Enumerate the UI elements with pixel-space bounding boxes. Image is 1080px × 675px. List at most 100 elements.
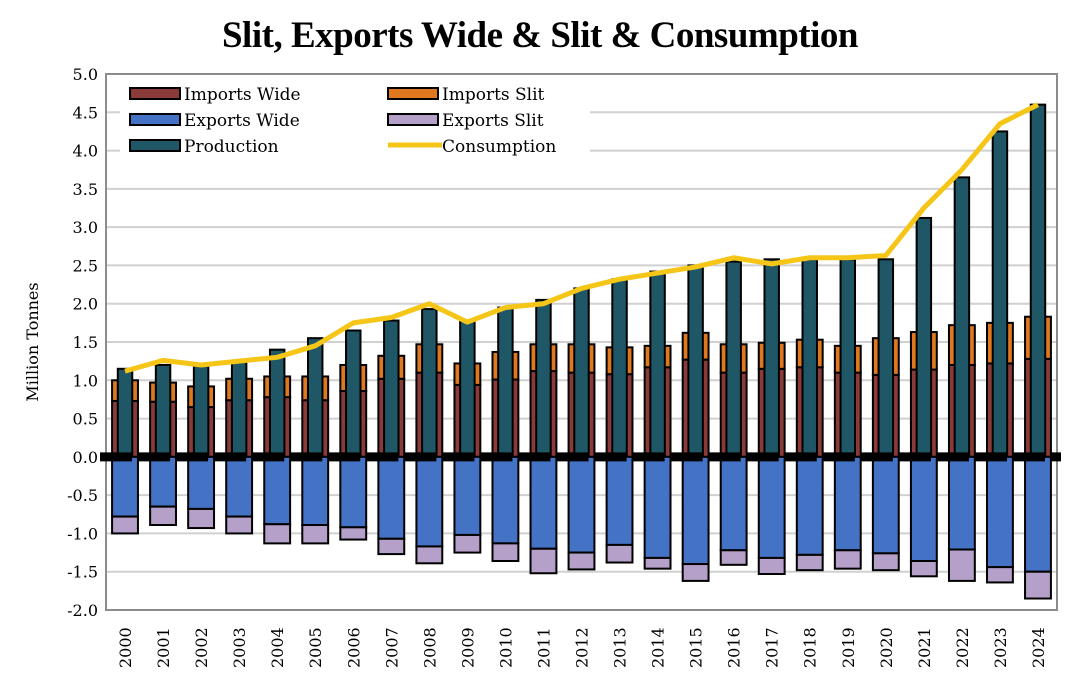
bar-exports-slit — [986, 566, 1014, 584]
bar-exports-slit — [453, 533, 482, 554]
x-tick-label: 2006 — [344, 627, 363, 668]
y-tick-label: 2.0 — [73, 295, 98, 314]
bar-exports-slit — [833, 549, 862, 570]
x-tick-label: 2013 — [611, 627, 630, 668]
bar-exports-slit — [643, 556, 672, 570]
y-tick-label: 3.5 — [73, 180, 98, 199]
bar-exports-wide — [643, 455, 672, 559]
bar-exports-wide — [1024, 455, 1052, 573]
bar-production — [801, 258, 818, 458]
x-tick-label: 2019 — [839, 627, 858, 668]
bar-exports-slit — [225, 515, 254, 535]
bar-production — [230, 360, 248, 458]
bar-exports-slit — [1024, 570, 1052, 600]
x-tick-label: 2024 — [1029, 627, 1048, 668]
bar-production — [421, 308, 438, 458]
x-tick-label: 2012 — [573, 627, 592, 668]
bar-production — [763, 258, 780, 458]
bar-exports-wide — [567, 455, 596, 554]
bar-exports-wide — [681, 455, 710, 566]
x-tick-label: 2002 — [192, 627, 211, 668]
y-tick-label: 0.5 — [73, 410, 98, 429]
bar-exports-slit — [187, 507, 216, 530]
bar-exports-wide — [605, 455, 634, 546]
x-tick-label: 2016 — [725, 627, 744, 668]
x-tick-label: 2005 — [306, 627, 325, 668]
bar-exports-wide — [986, 455, 1014, 569]
x-tick-label: 2020 — [877, 627, 896, 668]
legend-label: Exports Slit — [442, 111, 544, 131]
bar-exports-slit — [909, 559, 938, 578]
x-tick-label: 2011 — [534, 627, 553, 668]
bar-production — [953, 176, 971, 458]
bar-production — [725, 260, 742, 458]
bar-exports-wide — [339, 455, 368, 529]
bar-production — [535, 298, 552, 458]
x-tick-label: 2003 — [230, 627, 249, 668]
x-tick-label: 2017 — [763, 627, 782, 668]
y-tick-label: 3.0 — [73, 218, 98, 237]
bar-exports-wide — [225, 455, 254, 518]
bar-production — [192, 363, 210, 458]
plot-frame — [105, 73, 1058, 611]
bar-exports-wide — [377, 455, 406, 540]
bar-exports-wide — [757, 455, 786, 559]
x-tick-label: 2023 — [991, 627, 1010, 668]
legend-label: Imports Slit — [442, 85, 545, 105]
bar-exports-slit — [605, 543, 634, 564]
y-tick-label: 1.5 — [73, 333, 98, 352]
bar-exports-wide — [453, 455, 482, 536]
bar-exports-slit — [567, 551, 596, 571]
bar-exports-wide — [415, 455, 444, 548]
y-tick-label: 5.0 — [73, 65, 98, 84]
x-tick-label: 2010 — [496, 627, 515, 668]
bar-exports-wide — [491, 455, 520, 545]
bar-production — [116, 367, 134, 458]
legend-label: Exports Wide — [184, 111, 300, 131]
bar-exports-wide — [149, 455, 177, 508]
legend-swatch-imports-wide — [129, 87, 181, 100]
bar-production — [497, 306, 514, 458]
x-tick-label: 2021 — [915, 627, 934, 668]
bar-production — [306, 337, 324, 458]
y-tick-label: -2.0 — [67, 601, 98, 620]
bar-exports-slit — [491, 542, 520, 562]
bar-exports-wide — [111, 455, 139, 518]
bar-exports-slit — [757, 556, 786, 576]
bar-exports-slit — [795, 553, 824, 572]
y-tick-label: 0.0 — [73, 448, 98, 467]
bar-production — [649, 270, 666, 458]
bar-exports-slit — [871, 552, 900, 572]
y-tick-label: -1.5 — [67, 563, 98, 582]
bar-production — [268, 348, 286, 458]
bar-production — [459, 320, 476, 458]
bar-production — [877, 258, 895, 458]
x-tick-label: 2009 — [458, 627, 477, 668]
bar-exports-wide — [871, 455, 900, 555]
bar-exports-wide — [909, 455, 938, 562]
line-consumption — [124, 102, 1040, 374]
bar-exports-wide — [833, 455, 862, 552]
bar-exports-slit — [377, 537, 406, 556]
bar-exports-wide — [529, 455, 558, 550]
x-tick-label: 2000 — [116, 627, 135, 668]
legend-label: Consumption — [442, 137, 556, 157]
bar-production — [345, 329, 362, 458]
bar-production — [687, 264, 704, 458]
bar-exports-slit — [681, 563, 710, 582]
bar-exports-slit — [301, 524, 330, 545]
y-tick-label: 2.5 — [73, 256, 98, 275]
legend-swatch-production — [129, 139, 181, 152]
y-tick-label: 4.0 — [73, 142, 98, 161]
legend-swatch-exports-wide — [129, 113, 181, 126]
bar-exports-wide — [795, 455, 824, 556]
legend-label: Imports Wide — [184, 85, 301, 105]
x-tick-label: 2015 — [687, 627, 706, 668]
bar-production — [154, 363, 172, 458]
x-tick-label: 2018 — [801, 627, 820, 668]
bar-exports-wide — [263, 455, 292, 526]
legend-swatch-imports-slit — [387, 87, 439, 100]
bar-production — [573, 287, 590, 458]
bar-exports-slit — [263, 523, 292, 545]
bar-exports-slit — [947, 548, 976, 582]
